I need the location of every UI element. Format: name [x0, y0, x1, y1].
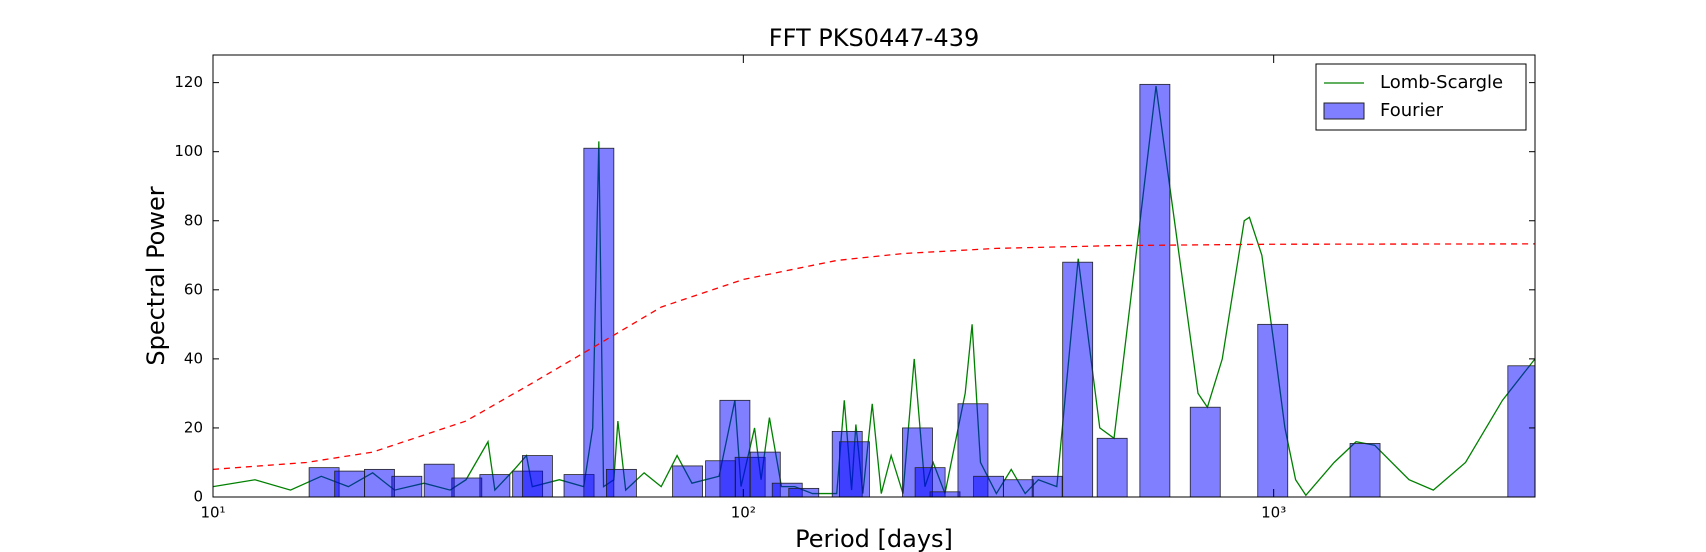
bar [364, 468, 395, 497]
y-tick-label: 60 [184, 280, 203, 298]
bar [672, 465, 703, 497]
bar [451, 477, 483, 497]
bar [334, 470, 366, 497]
bar [308, 467, 340, 497]
x-axis-label: Period [days] [795, 525, 953, 552]
x-tick-label: 10² [731, 504, 756, 522]
bar [522, 455, 553, 497]
bar [606, 468, 637, 497]
bar [973, 475, 1004, 497]
bar [1062, 261, 1094, 497]
y-tick-label: 120 [174, 73, 203, 91]
bar [929, 491, 961, 497]
bar [1139, 83, 1171, 497]
y-tick-label: 0 [193, 488, 203, 506]
bar [1189, 406, 1221, 497]
bar [788, 487, 820, 497]
plot [213, 83, 1535, 497]
line [213, 85, 1535, 497]
x-tick-label: 10³ [1261, 504, 1286, 522]
y-tick-label: 40 [184, 349, 203, 367]
bar [957, 403, 989, 497]
chart-title: FFT PKS0447-439 [769, 24, 979, 52]
y-tick-label: 80 [184, 211, 203, 229]
bar [583, 147, 615, 497]
plot-frame [212, 54, 1536, 498]
bar [1096, 437, 1128, 497]
bar [1257, 323, 1289, 497]
bar [1349, 443, 1381, 497]
x-tick-label: 10¹ [200, 504, 225, 522]
bar [1002, 479, 1034, 497]
y-tick-label: 100 [174, 142, 203, 160]
legend-swatch [1323, 102, 1365, 120]
bar [839, 441, 870, 497]
bar [1031, 475, 1063, 497]
y-tick-label: 20 [184, 418, 203, 436]
legend-label: Fourier [1380, 100, 1444, 121]
legend-label: Lomb-Scargle [1380, 72, 1503, 93]
bar [423, 463, 455, 497]
bar [1507, 365, 1535, 497]
y-axis-label: Spectral Power [142, 186, 170, 365]
bar [479, 474, 511, 497]
line [213, 243, 1535, 471]
bar [391, 475, 423, 497]
